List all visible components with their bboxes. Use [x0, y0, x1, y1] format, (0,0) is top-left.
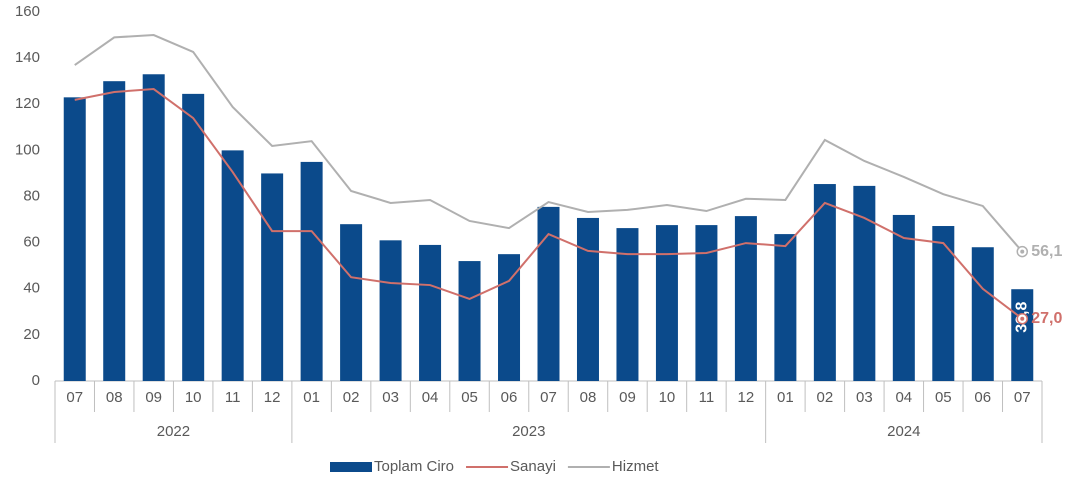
x-tick-label: 11: [225, 389, 241, 406]
bar: [498, 254, 521, 381]
bar: [63, 97, 86, 382]
bar: [261, 173, 284, 381]
bar: [853, 185, 876, 381]
bar: [458, 261, 481, 381]
bar: [971, 247, 994, 381]
bar: [734, 216, 757, 381]
x-tick-label: 08: [106, 389, 123, 406]
x-tick-label: 04: [422, 389, 439, 406]
bar: [340, 224, 363, 381]
bar: [419, 244, 442, 381]
bar: [182, 93, 205, 381]
bar: [932, 226, 955, 381]
bar: [103, 81, 126, 381]
bar: [576, 217, 599, 381]
x-tick-label: 03: [382, 389, 399, 406]
legend-label: Sanayi: [510, 458, 556, 475]
x-tick-label: 11: [699, 389, 715, 406]
bar: [813, 184, 836, 381]
x-tick-label: 12: [738, 389, 755, 406]
x-tick-label: 12: [264, 389, 281, 406]
x-tick-label: 07: [66, 389, 83, 406]
x-tick-label: 03: [856, 389, 873, 406]
x-tick-label: 07: [540, 389, 557, 406]
bar: [1011, 289, 1034, 381]
x-tick-label: 05: [461, 389, 478, 406]
x-tick-label: 09: [145, 389, 162, 406]
y-tick-label: 80: [23, 187, 40, 204]
line: [74, 34, 1024, 253]
y-tick-label: 60: [23, 234, 40, 251]
x-tick-label: 06: [974, 389, 991, 406]
y-tick-label: 20: [23, 326, 40, 343]
x-tick-label: 02: [343, 389, 360, 406]
bar: [892, 214, 915, 381]
x-tick-label: 10: [185, 389, 202, 406]
value-label: 56,1: [1031, 243, 1062, 260]
x-tick-label: 01: [777, 389, 794, 406]
x-tick-label: 04: [895, 389, 912, 406]
bar: [655, 225, 678, 381]
end-marker-dot: [1020, 316, 1025, 321]
x-tick-label: 01: [303, 389, 320, 406]
x-tick-label: 08: [580, 389, 597, 406]
group-label: 2024: [887, 423, 920, 440]
bar: [695, 225, 718, 381]
bar: [537, 206, 560, 381]
bar: [616, 228, 639, 381]
group-label: 2023: [512, 423, 545, 440]
group-label: 2022: [157, 423, 190, 440]
line: [74, 88, 1023, 320]
bar: [300, 161, 323, 381]
legend-swatch: [330, 462, 372, 472]
y-tick-label: 40: [23, 280, 40, 297]
legend-label: Toplam Ciro: [374, 458, 454, 475]
y-tick-label: 100: [15, 141, 40, 158]
y-tick-label: 140: [15, 49, 40, 66]
end-marker-dot: [1020, 249, 1025, 254]
x-tick-label: 07: [1014, 389, 1031, 406]
bar: [379, 240, 402, 381]
x-tick-label: 10: [659, 389, 676, 406]
bar: [221, 150, 244, 381]
legend-label: Hizmet: [612, 458, 660, 475]
bar: [774, 234, 797, 381]
bar: [142, 74, 165, 382]
y-tick-label: 120: [15, 95, 40, 112]
y-tick-label: 160: [15, 3, 40, 20]
x-tick-label: 05: [935, 389, 952, 406]
value-label: 27,0: [1031, 310, 1062, 327]
y-tick-label: 0: [32, 372, 40, 389]
x-tick-label: 09: [619, 389, 636, 406]
x-tick-label: 06: [501, 389, 518, 406]
x-tick-label: 02: [817, 389, 834, 406]
